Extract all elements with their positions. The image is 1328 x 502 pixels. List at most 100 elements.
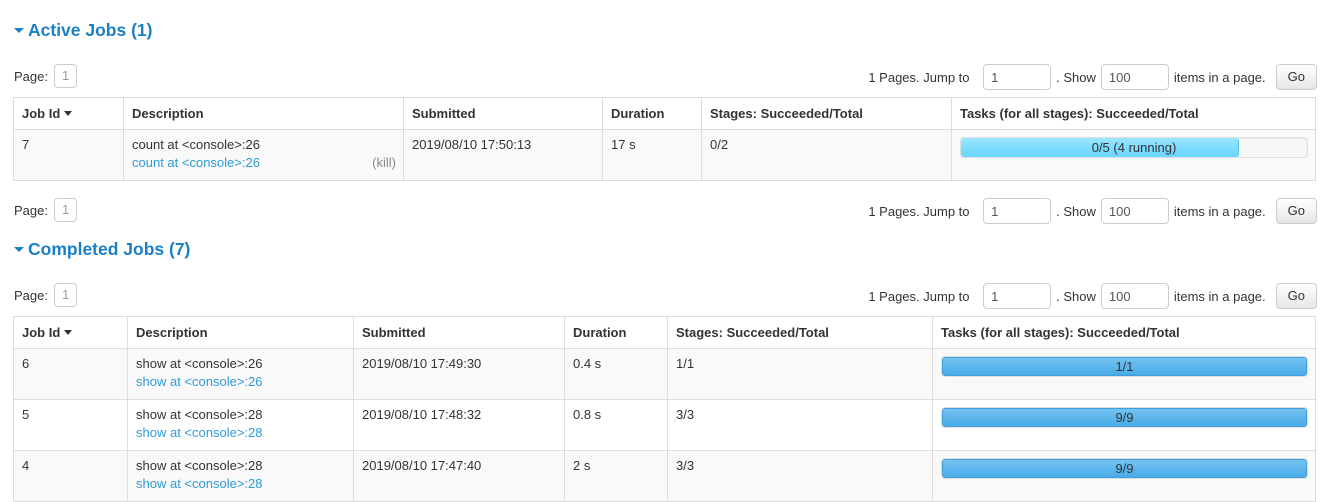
- tasks-progress-label: 0/5 (4 running): [1091, 140, 1177, 155]
- tasks-progress-label: 9/9: [1115, 410, 1134, 425]
- job-description-link[interactable]: show at <console>:26: [136, 374, 263, 389]
- items-per-page-input[interactable]: [1100, 64, 1169, 90]
- column-header-job-id[interactable]: Job Id: [13, 97, 124, 130]
- caret-down-icon: [14, 247, 24, 252]
- active-jobs-heading[interactable]: Active Jobs (1): [14, 21, 1328, 40]
- cell-duration: 0.4 s: [564, 348, 668, 400]
- column-header-duration[interactable]: Duration: [564, 316, 668, 349]
- cell-job-id: 7: [13, 129, 124, 181]
- job-description-link-row: count at <console>:26 (kill): [132, 153, 396, 173]
- completed-pager-top-left: Page: 1: [14, 283, 78, 307]
- items-per-page-input[interactable]: [1100, 198, 1169, 224]
- tasks-progress-fill: [961, 138, 1239, 157]
- current-page-box[interactable]: 1: [53, 283, 78, 307]
- show-text: . Show: [1056, 69, 1096, 85]
- completed-jobs-table: Job Id Description Submitted Duration St…: [13, 316, 1316, 502]
- tasks-progress-fill: [942, 459, 1307, 478]
- sort-desc-icon: [64, 330, 73, 335]
- table-row: 7 count at <console>:26 count at <consol…: [13, 129, 1316, 181]
- job-description-text: count at <console>:26: [132, 137, 260, 152]
- page-label: Page:: [14, 287, 48, 303]
- active-jobs-pager-top: Page: 1 1 Pages. Jump to . Show items in…: [0, 64, 1328, 94]
- tasks-progress-bar: 1/1: [941, 356, 1308, 377]
- active-jobs-table: Job Id Description Submitted Duration St…: [13, 97, 1316, 181]
- completed-jobs-table-wrap: Job Id Description Submitted Duration St…: [0, 316, 1328, 502]
- show-text: . Show: [1056, 288, 1096, 304]
- cell-stages: 0/2: [701, 129, 952, 181]
- column-header-description[interactable]: Description: [123, 97, 404, 130]
- cell-tasks: 1/1: [932, 348, 1316, 400]
- sort-desc-icon: [64, 111, 73, 116]
- cell-job-id: 4: [13, 450, 128, 502]
- column-header-submitted[interactable]: Submitted: [403, 97, 603, 130]
- pages-jump-text: 1 Pages. Jump to: [868, 288, 970, 304]
- cell-submitted: 2019/08/10 17:50:13: [403, 129, 603, 181]
- completed-jobs-heading[interactable]: Completed Jobs (7): [14, 240, 1328, 259]
- items-in-page-text: items in a page.: [1173, 203, 1266, 219]
- column-header-tasks[interactable]: Tasks (for all stages): Succeeded/Total: [951, 97, 1316, 130]
- cell-stages: 3/3: [667, 450, 933, 502]
- column-header-submitted[interactable]: Submitted: [353, 316, 565, 349]
- column-header-job-id[interactable]: Job Id: [13, 316, 128, 349]
- table-row: 6 show at <console>:26 show at <console>…: [13, 348, 1316, 400]
- pages-jump-text: 1 Pages. Jump to: [868, 203, 970, 219]
- current-page-box[interactable]: 1: [53, 64, 78, 88]
- completed-jobs-heading-row: Completed Jobs (7): [0, 240, 1328, 259]
- items-per-page-input[interactable]: [1100, 283, 1169, 309]
- cell-stages: 1/1: [667, 348, 933, 400]
- tasks-progress-bar: 9/9: [941, 407, 1308, 428]
- column-header-description[interactable]: Description: [127, 316, 354, 349]
- go-button[interactable]: Go: [1275, 283, 1317, 309]
- jump-to-page-input[interactable]: [983, 64, 1052, 90]
- cell-duration: 2 s: [564, 450, 668, 502]
- page-label: Page:: [14, 68, 48, 84]
- cell-submitted: 2019/08/10 17:49:30: [353, 348, 565, 400]
- active-table-header-row: Job Id Description Submitted Duration St…: [13, 97, 1316, 130]
- tasks-progress-bar: 0/5 (4 running): [960, 137, 1308, 158]
- tasks-progress-label: 9/9: [1115, 461, 1134, 476]
- job-description-text: show at <console>:28: [136, 407, 263, 422]
- go-button[interactable]: Go: [1275, 64, 1317, 90]
- cell-tasks: 9/9: [932, 399, 1316, 451]
- completed-pager-top-right: 1 Pages. Jump to . Show items in a page.…: [868, 283, 1317, 309]
- job-description-link-row: show at <console>:28: [136, 474, 346, 494]
- current-page-box[interactable]: 1: [53, 198, 78, 222]
- job-description-text: show at <console>:26: [136, 356, 263, 371]
- column-header-job-id-label: Job Id: [22, 106, 61, 121]
- completed-jobs-pager-top: Page: 1 1 Pages. Jump to . Show items in…: [0, 283, 1328, 313]
- job-description-link-row: show at <console>:26: [136, 372, 346, 392]
- cell-description: show at <console>:28 show at <console>:2…: [127, 450, 354, 502]
- job-description-link[interactable]: show at <console>:28: [136, 425, 263, 440]
- column-header-stages[interactable]: Stages: Succeeded/Total: [701, 97, 952, 130]
- table-row: 4 show at <console>:28 show at <console>…: [13, 450, 1316, 502]
- active-jobs-pager-bottom: Page: 1 1 Pages. Jump to . Show items in…: [0, 198, 1328, 228]
- kill-job-link[interactable]: (kill): [372, 155, 396, 170]
- job-description-link-row: show at <console>:28: [136, 423, 346, 443]
- jump-to-page-input[interactable]: [983, 198, 1052, 224]
- tasks-progress-fill: [942, 357, 1307, 376]
- column-header-duration[interactable]: Duration: [602, 97, 702, 130]
- cell-stages: 3/3: [667, 399, 933, 451]
- job-description-link[interactable]: count at <console>:26: [132, 155, 260, 170]
- cell-job-id: 5: [13, 399, 128, 451]
- cell-job-id: 6: [13, 348, 128, 400]
- active-pager-bottom-right: 1 Pages. Jump to . Show items in a page.…: [868, 198, 1317, 224]
- cell-duration: 0.8 s: [564, 399, 668, 451]
- column-header-job-id-label: Job Id: [22, 325, 61, 340]
- cell-description: count at <console>:26 count at <console>…: [123, 129, 404, 181]
- jump-to-page-input[interactable]: [983, 283, 1052, 309]
- column-header-stages[interactable]: Stages: Succeeded/Total: [667, 316, 933, 349]
- items-in-page-text: items in a page.: [1173, 69, 1266, 85]
- active-pager-top-right: 1 Pages. Jump to . Show items in a page.…: [868, 64, 1317, 90]
- active-pager-top-left: Page: 1: [14, 64, 78, 88]
- show-text: . Show: [1056, 203, 1096, 219]
- job-description-link[interactable]: show at <console>:28: [136, 476, 263, 491]
- job-description-text: show at <console>:28: [136, 458, 263, 473]
- tasks-progress-bar: 9/9: [941, 458, 1308, 479]
- tasks-progress-label: 1/1: [1115, 359, 1134, 374]
- cell-description: show at <console>:26 show at <console>:2…: [127, 348, 354, 400]
- page-label: Page:: [14, 202, 48, 218]
- column-header-tasks[interactable]: Tasks (for all stages): Succeeded/Total: [932, 316, 1316, 349]
- cell-tasks: 0/5 (4 running): [951, 129, 1316, 181]
- go-button[interactable]: Go: [1275, 198, 1317, 224]
